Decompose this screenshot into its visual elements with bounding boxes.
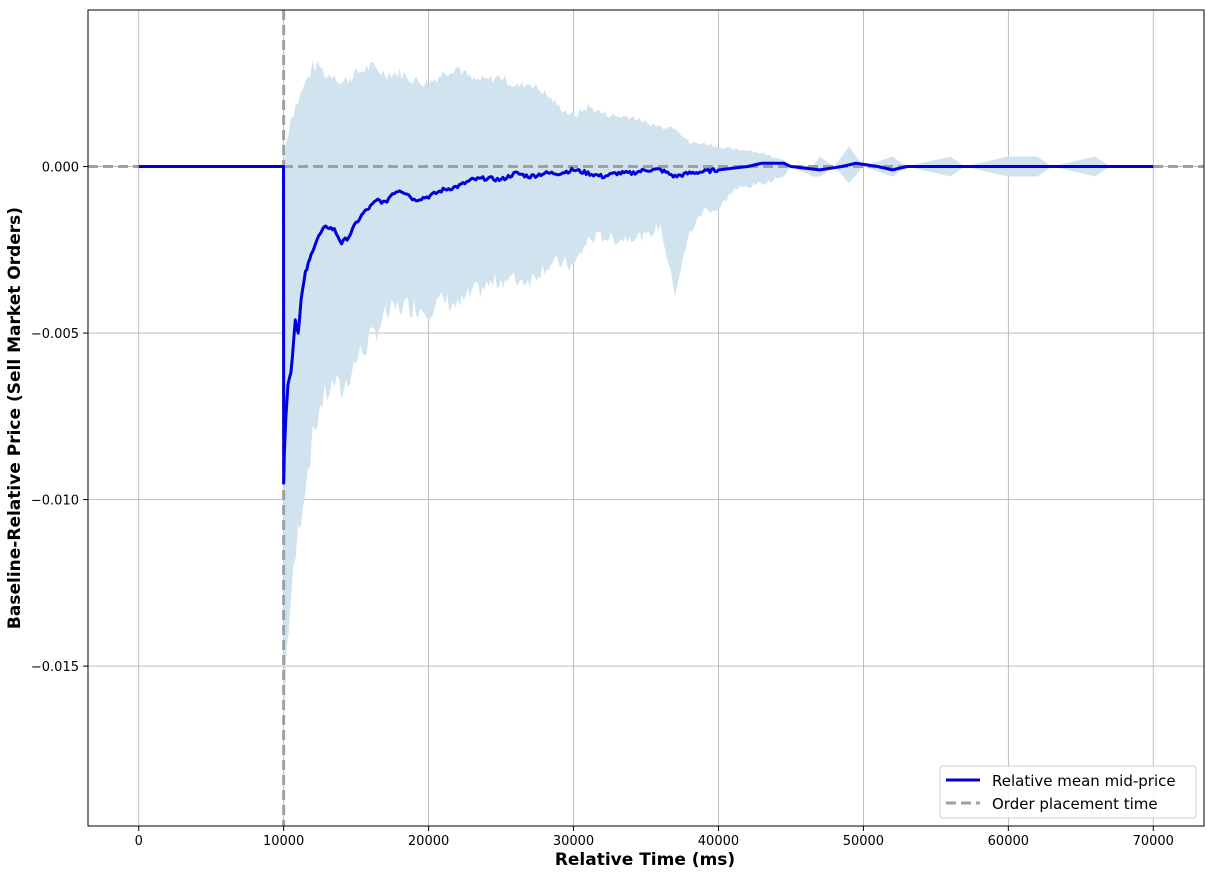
legend-box (939, 765, 1197, 819)
x-tick-label: 0 (135, 834, 143, 849)
plot-area-border (87, 9, 1205, 827)
legend: Relative mean mid-price Order placement … (939, 765, 1197, 819)
y-axis-ticks: 0.000 −0.005 −0.010 −0.015 (31, 161, 88, 675)
x-tick-label: 10000 (263, 834, 304, 849)
legend-label-mean: Relative mean mid-price (992, 772, 1176, 790)
x-axis-label: Relative Time (ms) (555, 850, 735, 870)
y-tick-label: −0.005 (31, 327, 79, 342)
series-lines (138, 161, 1154, 485)
x-tick-label: 30000 (553, 834, 594, 849)
x-tick-label: 20000 (408, 834, 449, 849)
plot-frame (87, 9, 1205, 827)
y-tick-label: 0.000 (42, 161, 79, 176)
series-line-mean-mid-price (138, 161, 1154, 485)
x-tick-label: 50000 (843, 834, 884, 849)
x-axis-ticks: 0 10000 20000 30000 40000 50000 60000 70000 (135, 826, 1174, 849)
y-axis-label: Baseline-Relative Price (Sell Market Ord… (5, 207, 25, 629)
x-tick-label: 40000 (698, 834, 739, 849)
band-area (138, 60, 1154, 733)
confidence-band (138, 60, 1154, 733)
legend-label-order: Order placement time (992, 795, 1158, 813)
x-tick-label: 60000 (988, 834, 1029, 849)
y-tick-label: −0.015 (31, 660, 79, 675)
y-tick-label: −0.010 (31, 494, 79, 509)
x-tick-label: 70000 (1133, 834, 1174, 849)
